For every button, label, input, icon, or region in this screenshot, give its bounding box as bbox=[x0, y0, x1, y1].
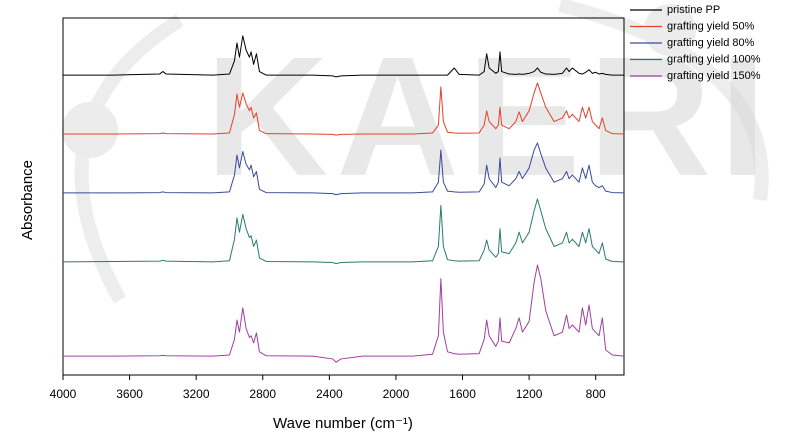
x-tick-label: 800 bbox=[586, 387, 606, 401]
legend-label: pristine PP bbox=[667, 4, 720, 16]
x-tick-label: 2400 bbox=[316, 387, 343, 401]
y-axis-title: Absorbance bbox=[19, 160, 36, 240]
legend-label: grafting yield 50% bbox=[667, 20, 755, 32]
legend-label: grafting yield 150% bbox=[667, 70, 761, 82]
spectrum-line bbox=[62, 198, 625, 265]
spectrum-line bbox=[63, 35, 624, 78]
spectrum-line bbox=[63, 264, 625, 363]
plot-frame bbox=[62, 17, 625, 376]
x-tick-label: 2800 bbox=[249, 387, 276, 401]
x-tick-label: 1600 bbox=[449, 387, 476, 401]
x-axis-title: Wave number (cm⁻¹) bbox=[273, 415, 413, 432]
legend-label: grafting yield 100% bbox=[667, 53, 761, 65]
spectrum-line bbox=[63, 142, 625, 196]
watermark: KAERI bbox=[206, 22, 775, 212]
spectrum-line bbox=[63, 82, 625, 136]
x-tick-label: 3600 bbox=[116, 387, 143, 401]
x-tick-label: 1200 bbox=[516, 387, 543, 401]
legend-label: grafting yield 80% bbox=[667, 37, 755, 49]
x-tick-label: 4000 bbox=[50, 387, 77, 401]
watermark-decoration bbox=[62, 0, 769, 304]
x-tick-label: 3200 bbox=[183, 387, 210, 401]
x-tick-label: 2000 bbox=[383, 387, 410, 401]
